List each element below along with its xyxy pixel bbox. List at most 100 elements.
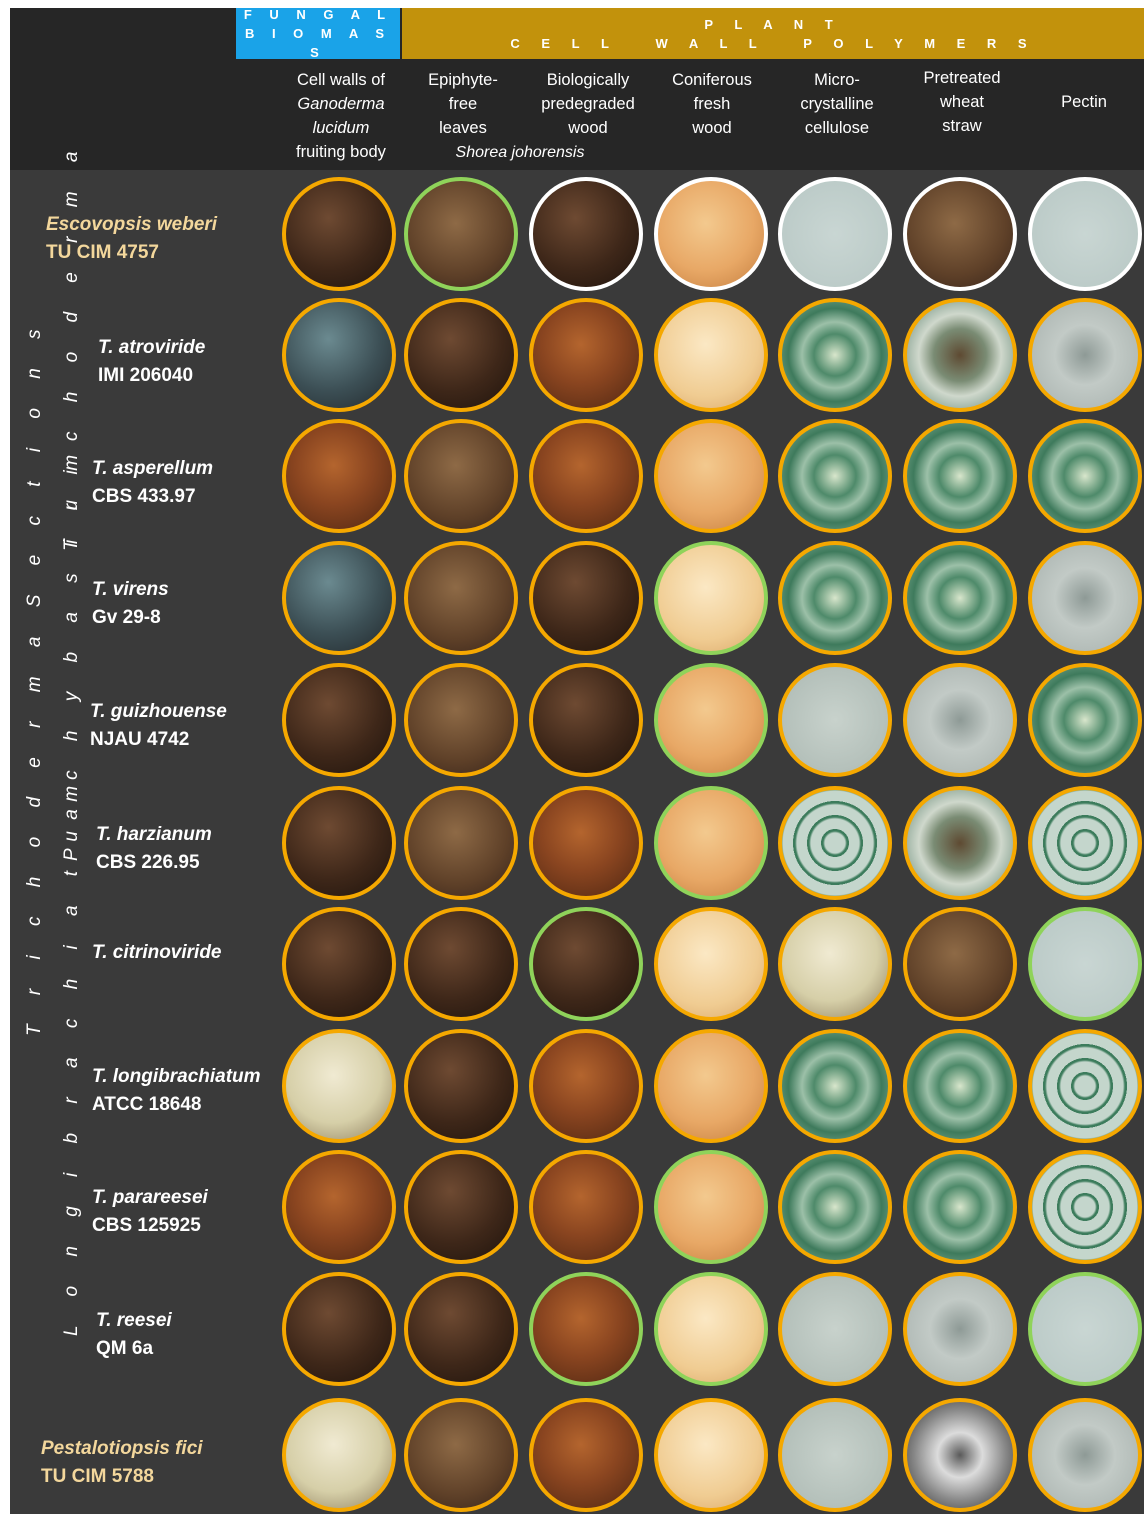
petri-plate-r2-c2 [404,298,518,412]
species-name: Escovopsis weberi [46,214,218,235]
petri-plate-r4-c5 [778,541,892,655]
petri-plate-r8-c7 [1028,1029,1142,1143]
petri-plate-r3-c5 [778,419,892,533]
strain-id: CBS 125925 [92,1215,201,1236]
plant-line-1: P L A N T [704,16,842,32]
petri-plate-r4-c2 [404,541,518,655]
species-name: T. virens [92,579,169,600]
row-label-asperellum: T. asperellum CBS 433.97 [92,455,213,511]
species-name: T. citrinoviride [92,942,222,963]
row-label-pestalotiopsis: Pestalotiopsis fici TU CIM 5788 [41,1435,203,1491]
petri-plate-r11-c3 [529,1398,643,1512]
petri-plate-r7-c5 [778,907,892,1021]
petri-plate-r9-c5 [778,1150,892,1264]
row-label-citrinoviride: T. citrinoviride [92,939,222,967]
petri-plate-r6-c1 [282,786,396,900]
petri-plate-r9-c1 [282,1150,396,1264]
group-label-longibrachiatum: L o n g i b r a c h i a t u m [61,773,82,1336]
petri-plate-r7-c4 [654,907,768,1021]
col3-line2: predegraded [541,95,635,113]
shorea-label: Shorea johorensis [455,144,585,161]
petri-plate-r7-c3 [529,907,643,1021]
species-name: T. guizhouense [90,701,227,722]
col-header-leaves: Epiphyte- free leaves [393,68,533,140]
petri-plate-r10-c3 [529,1272,643,1386]
col4-line3: wood [692,119,732,137]
petri-plate-r2-c1 [282,298,396,412]
col2-line1: Epiphyte- [428,71,498,89]
strain-id: TU CIM 5788 [41,1466,154,1487]
petri-plate-r3-c7 [1028,419,1142,533]
petri-plate-r10-c2 [404,1272,518,1386]
petri-plate-r4-c6 [903,541,1017,655]
petri-plate-r5-c7 [1028,663,1142,777]
petri-plate-r7-c1 [282,907,396,1021]
petri-plate-r5-c4 [654,663,768,777]
col3-line3: wood [568,119,608,137]
petri-plate-r3-c1 [282,419,396,533]
col2-line2: free [448,95,478,113]
petri-plate-r6-c2 [404,786,518,900]
petri-plate-r10-c5 [778,1272,892,1386]
col1-line3: fruiting body [296,143,386,161]
col-header-pectin: Pectin [1014,90,1144,114]
col1-line1: Cell walls of [296,71,386,89]
petri-plate-r1-c4 [654,177,768,291]
petri-plate-r3-c2 [404,419,518,533]
petri-plate-r8-c6 [903,1029,1017,1143]
petri-plate-r8-c3 [529,1029,643,1143]
petri-plate-r11-c4 [654,1398,768,1512]
strain-id: CBS 226.95 [96,852,200,873]
col6-line3: straw [942,117,982,135]
petri-plate-r1-c3 [529,177,643,291]
strain-id: Gv 29-8 [92,607,161,628]
species-name: T. asperellum [92,458,214,479]
petri-plate-r8-c5 [778,1029,892,1143]
petri-plate-r2-c3 [529,298,643,412]
col2-line3: leaves [439,119,487,137]
petri-plate-r6-c4 [654,786,768,900]
species-name: Pestalotiopsis fici [41,1438,203,1459]
col3-line1: Biologically [546,71,630,89]
col1-line2: Ganoderma lucidum [297,95,385,137]
petri-plate-r5-c5 [778,663,892,777]
row-label-parareesei: T. parareesei CBS 125925 [92,1184,208,1240]
col-header-predegraded-wood: Biologically predegraded wood [518,68,658,140]
petri-plate-r8-c4 [654,1029,768,1143]
petri-plate-r5-c6 [903,663,1017,777]
fungal-biomass-banner: F U N G A L B I O M A S S [236,7,400,60]
petri-plate-r8-c2 [404,1029,518,1143]
petri-plate-r5-c1 [282,663,396,777]
col-header-coniferous-wood: Coniferous fresh wood [642,68,782,140]
petri-plate-r2-c4 [654,298,768,412]
strain-id: NJAU 4742 [90,729,190,750]
petri-plate-r1-c1 [282,177,396,291]
petri-plate-r4-c1 [282,541,396,655]
row-label-reesei: T. reesei QM 6a [96,1307,172,1363]
fungal-line-2: B I O M A S S [244,26,392,60]
petri-plate-r6-c5 [778,786,892,900]
petri-plate-r8-c1 [282,1029,396,1143]
petri-plate-r9-c7 [1028,1150,1142,1264]
petri-plate-r2-c7 [1028,298,1142,412]
petri-plate-r5-c2 [404,663,518,777]
species-name: T. atroviride [98,337,206,358]
col5-line2: crystalline [800,95,874,113]
petri-plate-r7-c6 [903,907,1017,1021]
plant-line-2: C E L L W A L L P O L Y M E R S [510,35,1036,51]
col6-line2: wheat [939,93,985,111]
petri-plate-r10-c1 [282,1272,396,1386]
petri-plate-r11-c7 [1028,1398,1142,1512]
petri-plate-r4-c7 [1028,541,1142,655]
petri-plate-r5-c3 [529,663,643,777]
species-name: T. longibrachiatum [92,1066,261,1087]
petri-plate-r1-c2 [404,177,518,291]
petri-plate-r1-c6 [903,177,1017,291]
petri-plate-r3-c4 [654,419,768,533]
col5-line1: Micro- [814,71,860,89]
strain-id: QM 6a [96,1338,154,1359]
strain-id: CBS 433.97 [92,486,196,507]
petri-plate-r3-c3 [529,419,643,533]
petri-plate-r10-c7 [1028,1272,1142,1386]
petri-plate-r2-c5 [778,298,892,412]
